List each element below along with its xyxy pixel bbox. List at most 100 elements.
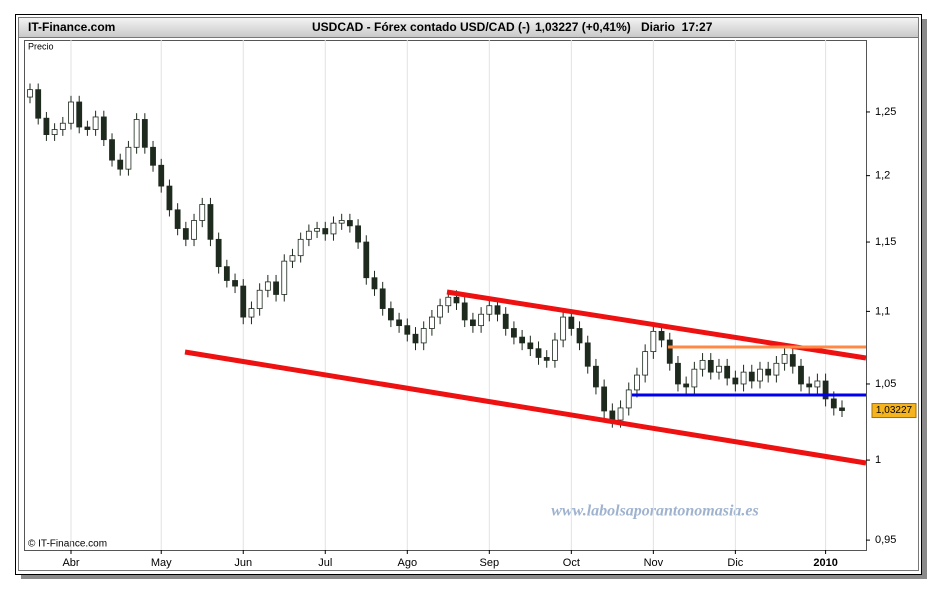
candle-body — [584, 342, 591, 367]
x-tick-label: Jun — [234, 557, 252, 569]
candle-body — [84, 126, 91, 130]
candle-body — [207, 204, 214, 240]
candle-body — [191, 220, 197, 240]
x-tick-label: 2010 — [813, 557, 837, 569]
candle-body — [724, 365, 731, 379]
candle-body — [27, 89, 33, 98]
candle-body — [330, 222, 337, 235]
candle-body — [634, 374, 640, 391]
candle-body — [166, 185, 173, 211]
candle-body — [273, 281, 279, 295]
panel-label: Precio — [28, 41, 54, 51]
candle-body — [609, 410, 616, 421]
candle-body — [822, 380, 829, 400]
candle-body — [486, 305, 493, 315]
candle-body — [76, 101, 83, 128]
y-tick-label: 1 — [875, 454, 881, 466]
candle-body — [593, 365, 599, 388]
candle-body — [625, 389, 632, 409]
last-price-label: 1,03227 — [876, 405, 913, 416]
candle-body — [732, 377, 739, 385]
candle-body — [740, 371, 747, 385]
source: IT-Finance.com — [28, 20, 115, 34]
candle-body — [511, 328, 517, 338]
trendline-lower — [184, 349, 867, 466]
candle-body — [305, 230, 312, 240]
candle-body — [100, 116, 107, 141]
candle-body — [757, 368, 763, 382]
candle-body — [371, 277, 378, 290]
candle-body — [445, 296, 452, 307]
candle-body — [839, 407, 845, 411]
y-tick-label: 1,2 — [875, 170, 890, 182]
inner-frame — [18, 37, 919, 571]
candle-body — [92, 116, 99, 130]
y-tick-label: 1,05 — [875, 378, 896, 390]
y-tick-label: 1,25 — [875, 106, 896, 118]
y-tick-label: 1,1 — [875, 305, 890, 317]
candle-body — [453, 296, 460, 304]
candle-body — [478, 313, 485, 327]
candle-body — [412, 333, 419, 344]
candle-body — [133, 119, 140, 148]
x-tick-label: Dic — [727, 557, 743, 569]
candle-body — [494, 305, 501, 315]
candle-body — [716, 365, 722, 373]
candle-body — [814, 380, 821, 388]
candle-body — [117, 159, 124, 170]
candle-body — [125, 146, 132, 170]
candle-body — [601, 386, 608, 412]
y-tick-label: 0,95 — [875, 534, 896, 546]
x-tick-label: Nov — [644, 557, 664, 569]
candle-body — [666, 339, 673, 364]
candle-body — [683, 383, 690, 388]
candle-body — [59, 122, 66, 130]
candle-body — [642, 351, 649, 376]
candle-body — [535, 348, 542, 358]
candle-body — [141, 119, 148, 148]
candle-body — [158, 164, 165, 187]
candle-body — [68, 101, 74, 124]
candle-body — [798, 365, 804, 385]
candle-body — [314, 228, 320, 232]
candle-body — [264, 281, 271, 291]
candle-body — [150, 146, 156, 166]
candle-body — [199, 204, 206, 221]
x-tick-label: Oct — [563, 557, 580, 569]
candle-body — [470, 319, 476, 327]
candle-body — [297, 238, 304, 257]
x-tick-label: Ago — [398, 557, 418, 569]
candle-body — [765, 368, 772, 376]
candle-body — [404, 325, 411, 335]
candle-body — [35, 89, 42, 119]
candle-body — [699, 359, 706, 370]
candle-body — [617, 407, 624, 421]
copyright: © IT-Finance.com — [28, 539, 107, 550]
x-tick-label: Abr — [62, 557, 79, 569]
candle-body — [387, 308, 394, 321]
candle-body — [560, 316, 567, 341]
candle-body — [363, 241, 370, 279]
candle-body — [396, 319, 402, 327]
candle-body — [232, 280, 238, 287]
candle-body — [675, 362, 681, 385]
candle-body — [174, 209, 181, 229]
chart-title: USDCAD - Fórex contado USD/CAD (-) — [312, 20, 530, 34]
candle-body — [543, 357, 550, 361]
x-tick-label: Sep — [480, 557, 500, 569]
candle-body — [346, 220, 353, 227]
candle-body — [658, 330, 665, 341]
candle-body — [806, 383, 813, 388]
candle-body — [182, 228, 189, 240]
candle-body — [461, 302, 468, 321]
candle-body — [789, 354, 796, 367]
quote: 1,03227 (+0,41%) — [535, 20, 631, 34]
candle-body — [650, 330, 657, 353]
x-tick-label: May — [151, 557, 172, 569]
x-tick-label: Jul — [318, 557, 332, 569]
candle-body — [437, 305, 444, 318]
candle-body — [830, 398, 837, 409]
candle-body — [568, 316, 575, 329]
